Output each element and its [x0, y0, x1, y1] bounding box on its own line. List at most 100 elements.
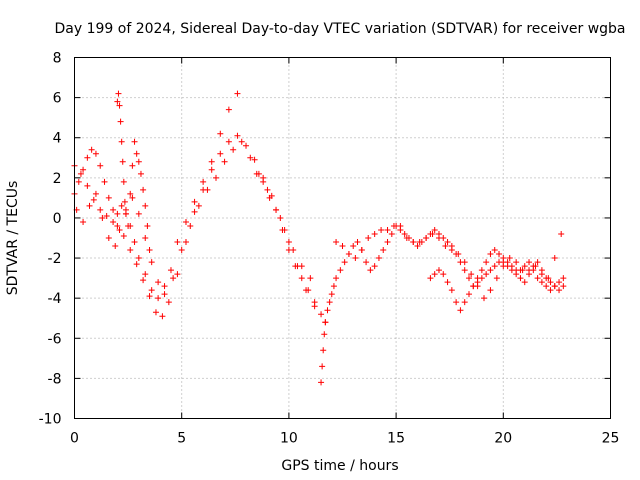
data-point: [146, 293, 153, 300]
data-point: [538, 279, 545, 286]
data-point: [328, 291, 335, 298]
data-point: [103, 212, 110, 219]
data-point: [114, 210, 121, 217]
data-point: [465, 291, 472, 298]
data-point: [112, 243, 119, 250]
data-point: [543, 283, 550, 290]
data-point: [92, 190, 99, 197]
data-point: [500, 255, 507, 262]
data-point: [174, 239, 181, 246]
data-point: [116, 102, 123, 109]
data-point: [191, 208, 198, 215]
y-tick-label: -2: [48, 251, 62, 267]
data-point: [285, 239, 292, 246]
series-track-7: [333, 222, 565, 302]
data-point: [448, 287, 455, 294]
y-tick-label: 6: [53, 91, 62, 107]
data-point: [410, 239, 417, 246]
data-point: [532, 263, 539, 270]
data-point: [97, 206, 104, 213]
data-point: [431, 226, 438, 233]
y-tick-label: -4: [48, 291, 62, 307]
data-point: [371, 263, 378, 270]
data-point: [341, 259, 348, 266]
data-point: [178, 247, 185, 254]
data-point: [129, 194, 136, 201]
data-point: [251, 156, 258, 163]
data-point: [470, 283, 477, 290]
data-point: [339, 243, 346, 250]
data-point: [493, 275, 500, 282]
data-point: [105, 194, 112, 201]
data-point: [504, 259, 511, 266]
data-point: [526, 259, 533, 266]
data-point: [390, 222, 397, 229]
data-point: [506, 255, 513, 262]
data-point: [556, 287, 563, 294]
data-point: [92, 150, 99, 157]
data-point: [305, 287, 312, 294]
data-point: [337, 267, 344, 274]
data-point: [491, 263, 498, 270]
data-point: [165, 299, 172, 306]
data-point: [273, 206, 280, 213]
data-point: [435, 267, 442, 274]
x-tick-label: 20: [494, 431, 512, 447]
data-point: [384, 226, 391, 233]
data-point: [547, 287, 554, 294]
data-point: [416, 239, 423, 246]
data-point: [500, 263, 507, 270]
y-tick-label: -10: [39, 412, 62, 428]
data-point: [116, 226, 123, 233]
x-tick-labels: 0 5 10 15 20 25: [70, 431, 619, 447]
y-axis-label: SDTVAR / TECUs: [5, 181, 21, 296]
data-point: [560, 275, 567, 282]
data-point: [230, 146, 237, 153]
data-point: [435, 235, 442, 241]
data-point: [530, 267, 537, 274]
data-point: [414, 243, 421, 250]
data-point: [110, 218, 117, 225]
data-point: [380, 247, 387, 254]
data-point: [234, 132, 241, 139]
y-tick-label: -6: [48, 331, 62, 347]
data-point: [551, 255, 558, 262]
data-point: [200, 178, 207, 185]
chart-title: Day 199 of 2024, Sidereal Day-to-day VTE…: [54, 21, 625, 37]
data-point: [182, 218, 189, 225]
data-point: [131, 138, 138, 145]
data-point: [114, 222, 121, 229]
series-track-5: [253, 170, 329, 326]
data-point: [455, 251, 462, 258]
y-tick-label: -8: [48, 371, 62, 387]
data-point: [88, 146, 95, 153]
data-point: [161, 291, 168, 298]
data-point: [133, 261, 140, 268]
data-point: [487, 267, 494, 274]
data-point: [448, 247, 455, 254]
data-point: [208, 158, 215, 165]
data-point: [453, 299, 460, 306]
data-point: [75, 178, 82, 185]
data-point: [120, 178, 127, 185]
data-point: [551, 283, 558, 290]
y-tick-labels: -10 -8 -6 -4 -2 0 2 4 6 8: [39, 51, 62, 428]
y-tick-label: 0: [53, 211, 62, 227]
grid-lines: [74, 57, 611, 419]
data-point: [442, 243, 449, 250]
data-point: [521, 279, 528, 286]
data-point: [560, 283, 567, 290]
data-point: [534, 275, 541, 282]
data-point: [191, 198, 198, 205]
data-point: [161, 283, 168, 290]
data-point: [243, 142, 250, 149]
data-point: [133, 150, 140, 157]
data-point: [266, 194, 273, 201]
data-point: [491, 247, 498, 254]
data-point: [127, 247, 134, 254]
data-point: [122, 210, 129, 217]
data-point: [311, 299, 318, 306]
data-point: [110, 206, 117, 213]
data-point: [195, 202, 202, 209]
data-point: [217, 150, 224, 157]
